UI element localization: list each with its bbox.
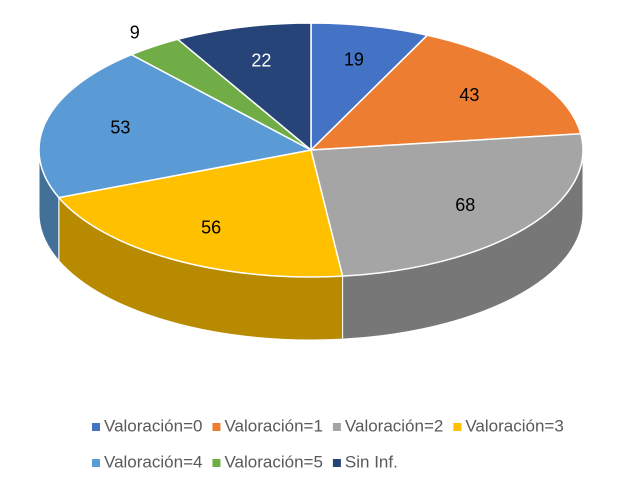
pie-slice xyxy=(38,53,314,199)
legend-swatch xyxy=(332,423,341,431)
legend-swatch xyxy=(212,423,221,431)
legend-swatch xyxy=(332,459,341,467)
data-label: 22 xyxy=(251,50,271,70)
legend-label: Valoración=2 xyxy=(345,416,443,435)
legend-swatch xyxy=(92,459,100,467)
legend-label: Sin Inf. xyxy=(345,452,398,471)
data-label: 56 xyxy=(201,217,221,237)
legend-swatch xyxy=(92,423,100,431)
legend-label: Valoración=5 xyxy=(224,452,322,471)
data-label: 68 xyxy=(455,195,475,215)
data-label: 19 xyxy=(344,50,364,70)
pie-slice xyxy=(57,149,344,278)
legend-label: Valoración=1 xyxy=(224,416,322,435)
pie-slice xyxy=(176,22,312,152)
data-label: 53 xyxy=(110,118,130,138)
legend-label: Valoración=4 xyxy=(104,452,202,471)
data-label: 9 xyxy=(130,23,140,43)
pie-slice xyxy=(309,34,582,151)
legend-label: Valoración=3 xyxy=(465,416,563,435)
legend-swatch xyxy=(212,459,221,467)
pie-slice xyxy=(310,22,429,152)
data-label: 43 xyxy=(459,85,479,105)
pie-slice xyxy=(310,133,584,277)
legend-label: Valoración=0 xyxy=(104,416,202,435)
legend-swatch xyxy=(453,423,462,431)
